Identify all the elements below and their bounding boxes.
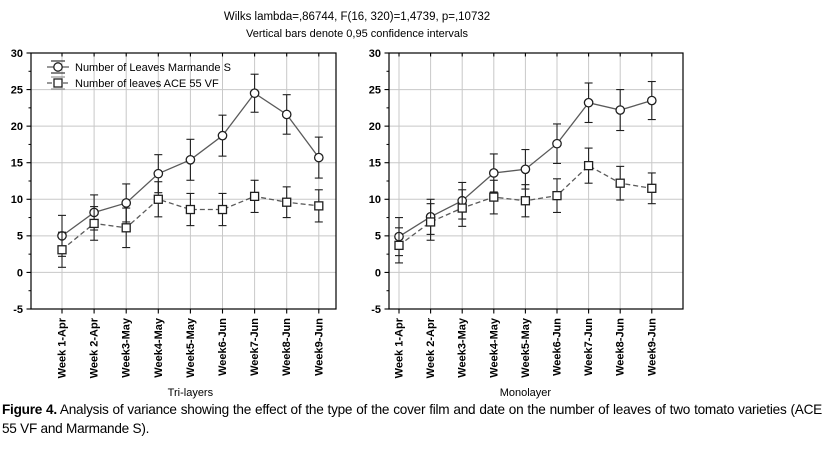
legend-circle-marker: [53, 62, 63, 72]
y-tick-label: 0: [17, 267, 23, 279]
plot-border: [30, 52, 337, 310]
y-tick-label: -5: [13, 304, 23, 316]
circle-marker: [249, 88, 260, 99]
x-tick-label: Week8-Jun: [281, 318, 293, 376]
chart-subtitle: Vertical bars denote 0,95 confidence int…: [246, 28, 468, 40]
circle-marker: [185, 154, 196, 165]
square-marker: [121, 223, 131, 233]
x-tick-label: Week8-Jun: [615, 318, 627, 376]
figure-caption: Figure 4. Analysis of variance showing th…: [2, 401, 822, 438]
y-tick-label: 10: [11, 194, 23, 206]
x-tick-label: Week4-May: [488, 317, 500, 378]
figure-caption-text: Analysis of variance showing the effect …: [2, 402, 822, 436]
y-tick-label: 15: [11, 158, 23, 170]
square-marker: [249, 191, 260, 202]
circle-marker: [615, 105, 626, 115]
legend-square-marker: [53, 78, 63, 88]
circle-marker: [121, 198, 132, 208]
square-marker: [583, 160, 594, 171]
chart-title-row: Wilks lambda=,86744, F(16, 320)=1,4739, …: [0, 7, 714, 25]
circle-marker: [488, 168, 499, 178]
dashed-series-line: [61, 195, 319, 251]
y-tick-label: -5: [371, 304, 381, 316]
x-tick-label: Week9-Jun: [313, 318, 325, 376]
x-tick-label: Week9-Jun: [646, 318, 658, 376]
circle-marker: [583, 97, 594, 108]
y-tick-label: 20: [11, 121, 23, 133]
square-marker: [282, 197, 292, 207]
x-tick-label: Week3-May: [457, 317, 469, 378]
y-tick-label: 15: [369, 158, 381, 170]
square-marker: [425, 217, 436, 227]
legend-label: Number of Leaves Marmande S: [75, 62, 231, 74]
y-tick-label: 10: [369, 194, 381, 206]
x-tick-label: Week 1-Apr: [394, 317, 406, 378]
anova-line-charts: 30 25 20 15 10 5 0 -5 Week 1-Apr Week 2-Apr Week3-…: [11, 48, 684, 399]
circle-marker: [646, 95, 657, 106]
square-marker: [89, 218, 99, 229]
square-marker: [520, 196, 531, 206]
square-marker: [457, 203, 467, 213]
x-tick-label: Week4-May: [153, 317, 165, 378]
x-axis-title: Tri-layers: [168, 387, 214, 399]
y-tick-label: 30: [11, 48, 23, 60]
x-tick-label: Week5-May: [520, 317, 532, 378]
circle-marker: [153, 168, 164, 179]
x-tick-label: Week3-May: [121, 317, 133, 378]
y-tick-label: 25: [11, 84, 23, 96]
square-marker: [57, 245, 67, 255]
square-marker: [489, 192, 499, 202]
y-tick-label: 5: [375, 231, 381, 243]
x-tick-label: Week5-May: [185, 317, 197, 378]
square-marker: [552, 190, 562, 201]
square-marker: [647, 183, 657, 193]
x-axis-title: Monolayer: [500, 387, 552, 399]
x-tick-label: Week6-Jun: [552, 318, 564, 376]
figure-caption-label: Figure 4.: [2, 402, 57, 417]
circle-marker: [520, 164, 531, 175]
square-marker: [314, 201, 324, 211]
circle-marker: [217, 130, 228, 141]
circle-marker: [313, 152, 324, 163]
y-tick-label: 5: [17, 231, 23, 243]
chart-subtitle-row: Vertical bars denote 0,95 confidence int…: [0, 24, 714, 42]
square-marker: [185, 204, 196, 215]
x-tick-label: Week 2-Apr: [89, 317, 101, 378]
chart-title: Wilks lambda=,86744, F(16, 320)=1,4739, …: [223, 11, 491, 23]
y-tick-label: 25: [369, 84, 381, 96]
square-marker: [615, 178, 625, 188]
circle-marker: [281, 109, 292, 120]
x-tick-label: Week7-Jun: [249, 318, 261, 376]
square-marker: [153, 194, 163, 204]
y-tick-label: 30: [369, 48, 381, 60]
x-tick-label: Week 2-Apr: [425, 317, 437, 378]
y-tick-label: 20: [369, 121, 381, 133]
x-tick-label: Week 1-Apr: [57, 317, 69, 378]
square-marker: [217, 204, 228, 215]
x-tick-label: Week6-Jun: [217, 318, 229, 376]
square-marker: [394, 240, 404, 251]
legend-label: Number of leaves ACE 55 VF: [75, 78, 219, 90]
plot-border: [388, 52, 684, 310]
x-tick-label: Week7-Jun: [583, 318, 595, 376]
y-tick-label: 0: [375, 267, 381, 279]
circle-marker: [552, 138, 562, 149]
